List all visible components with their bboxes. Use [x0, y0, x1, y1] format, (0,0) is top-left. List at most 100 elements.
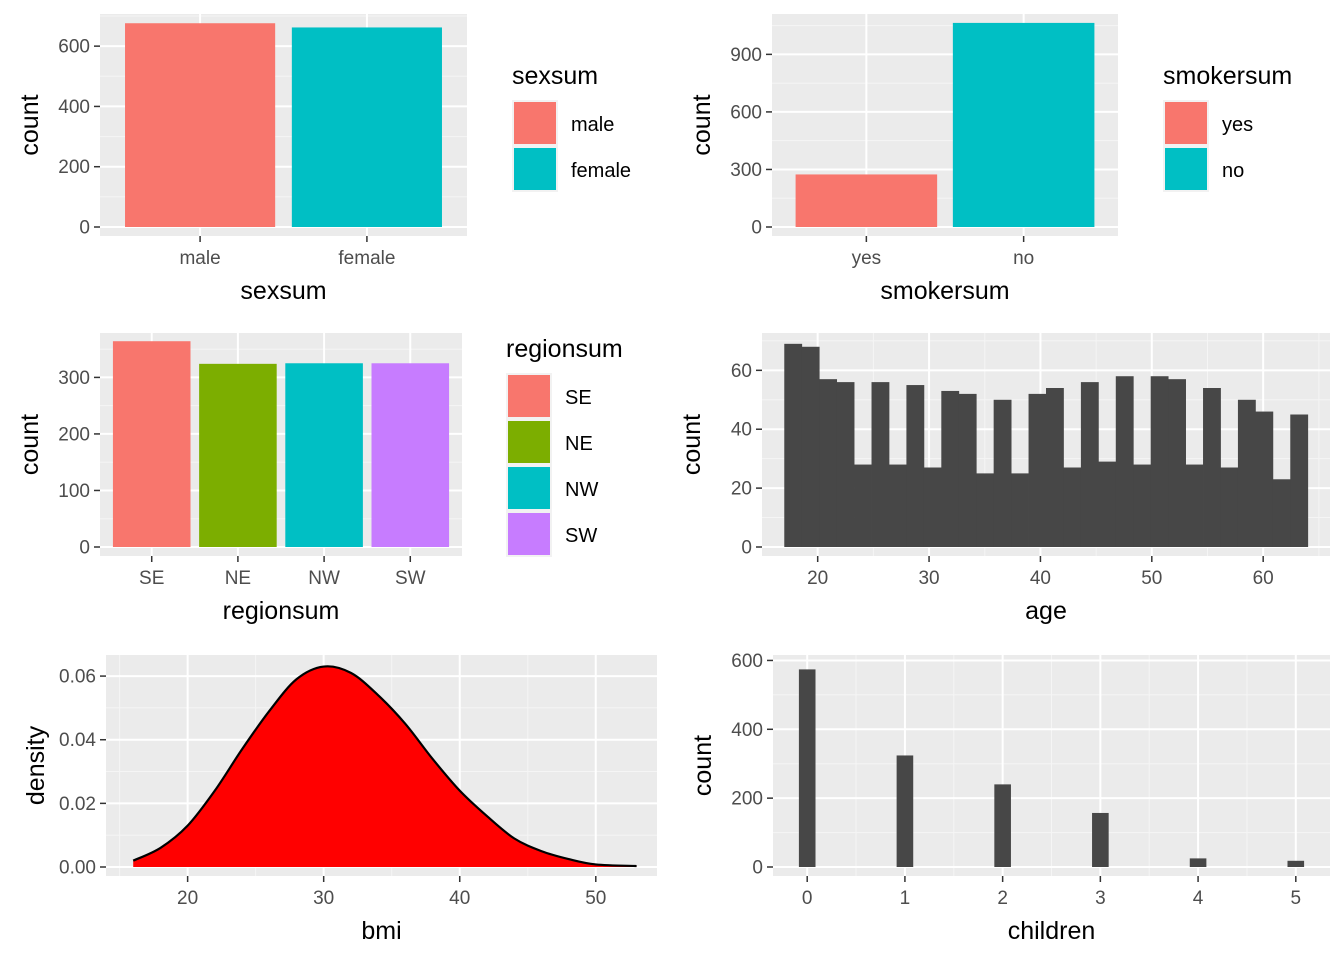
children-histogram-bar — [798, 669, 816, 867]
region-legend-label: SE — [565, 387, 592, 409]
region-y-tick-label: 100 — [58, 481, 90, 502]
sex-y-tick-label: 400 — [58, 97, 90, 118]
age-histogram-bar — [1028, 393, 1047, 547]
sex-x-tick-label: male — [179, 248, 220, 269]
age-y-tick-label: 40 — [731, 420, 752, 441]
age-histogram-bar — [1168, 379, 1186, 547]
children-y-axis-title: count — [689, 735, 717, 796]
smoker-legend-key-yes — [1165, 102, 1207, 144]
age-histogram-bar — [836, 382, 855, 547]
region-legend-title: regionsum — [506, 335, 623, 363]
sex-legend-title: sexsum — [512, 62, 598, 90]
age-x-tick-label: 30 — [918, 568, 939, 589]
children-x-tick-label: 3 — [1095, 888, 1106, 909]
age-histogram-bar — [993, 399, 1012, 547]
sex-y-tick-label: 600 — [58, 37, 90, 58]
region-legend-label: NW — [565, 479, 598, 501]
age-histogram-bar — [958, 393, 977, 547]
region-bar-NE — [199, 363, 277, 547]
age-histogram-bar — [976, 473, 995, 547]
sex-y-tick-label: 0 — [79, 218, 90, 239]
age-histogram-bar — [819, 379, 838, 547]
age-y-tick-label: 60 — [731, 361, 752, 382]
age-histogram-bar — [1011, 473, 1029, 547]
smoker-bar-no — [952, 22, 1095, 227]
smoker-legend-key-no — [1165, 148, 1207, 190]
age-chart: 0 20 40 60 20 30 40 50 60 age count — [678, 333, 1330, 625]
children-x-tick-label: 5 — [1291, 888, 1302, 909]
smoker-legend-label: yes — [1222, 114, 1253, 136]
region-y-axis-title: count — [16, 414, 44, 475]
region-legend-key-NW — [508, 467, 550, 509]
age-y-axis-title: count — [678, 414, 706, 475]
age-x-tick-label: 60 — [1253, 568, 1274, 589]
region-y-tick-label: 200 — [58, 424, 90, 445]
age-histogram-bar — [1098, 461, 1117, 547]
age-histogram-bar — [1150, 376, 1169, 547]
bmi-y-tick-label: 0.06 — [59, 667, 96, 688]
age-histogram-bar — [906, 385, 925, 547]
children-x-tick-label: 0 — [802, 888, 813, 909]
children-x-tick-label: 1 — [900, 888, 911, 909]
sex-legend-key-female — [514, 148, 556, 190]
region-legend-label: SW — [565, 525, 597, 547]
region-chart: 0 100 200 300 SE NE NW SW regionsum count regionsu… — [16, 333, 623, 625]
bmi-density-area — [133, 666, 637, 867]
region-bar-NW — [285, 363, 363, 547]
age-histogram-bar — [1080, 382, 1099, 547]
region-legend-key-SW — [508, 513, 550, 555]
age-histogram-bar — [888, 464, 907, 547]
region-legend-label: NE — [565, 433, 593, 455]
sex-x-axis-title: sexsum — [240, 277, 326, 305]
smoker-legend-title: smokersum — [1163, 62, 1292, 90]
bmi-y-axis-title: density — [22, 725, 50, 805]
smoker-bar-yes — [795, 174, 938, 227]
bmi-x-tick-label: 40 — [449, 888, 470, 909]
children-y-tick-label: 400 — [731, 720, 763, 741]
bmi-y-tick-label: 0.02 — [59, 794, 96, 815]
sex-legend-key-male — [514, 102, 556, 144]
bmi-y-tick-label: 0.04 — [59, 730, 96, 751]
smoker-y-tick-label: 300 — [730, 160, 762, 181]
smoker-x-axis-title: smokersum — [880, 277, 1009, 305]
age-histogram-bar — [871, 382, 890, 547]
sex-legend-label: male — [571, 114, 614, 136]
age-histogram-bar — [1290, 414, 1309, 547]
sex-bar-male — [125, 23, 276, 228]
age-x-tick-label: 40 — [1030, 568, 1051, 589]
sex-bar-female — [291, 27, 442, 228]
age-histogram-bar — [1272, 479, 1291, 547]
children-histogram-bar — [896, 755, 914, 867]
sex-legend-label: female — [571, 160, 631, 182]
age-histogram-bar — [784, 343, 803, 547]
age-histogram-bar — [923, 467, 942, 547]
children-y-tick-label: 600 — [731, 651, 763, 672]
age-histogram-bar — [1203, 388, 1221, 547]
region-x-tick-label: SE — [139, 568, 164, 589]
children-x-tick-label: 2 — [997, 888, 1008, 909]
children-x-axis-title: children — [1008, 917, 1096, 945]
age-histogram-bar — [1237, 399, 1256, 547]
region-x-axis-title: regionsum — [223, 597, 340, 625]
children-histogram-bar — [1092, 812, 1109, 867]
age-histogram-bar — [1255, 411, 1274, 547]
smoker-x-tick-label: yes — [852, 248, 882, 269]
age-histogram-bar — [1185, 464, 1204, 547]
smoker-y-tick-label: 600 — [730, 102, 762, 123]
age-y-tick-label: 0 — [741, 538, 752, 559]
age-histogram-bar — [1063, 467, 1082, 547]
children-y-tick-label: 0 — [752, 858, 763, 879]
smoker-x-tick-label: no — [1013, 248, 1034, 269]
region-legend-key-SE — [508, 375, 550, 417]
age-histogram-bar — [854, 464, 872, 547]
children-x-tick-label: 4 — [1193, 888, 1204, 909]
children-histogram-bar — [1189, 858, 1207, 867]
bmi-density-line — [132, 665, 637, 868]
smoker-y-axis-title: count — [688, 94, 716, 155]
bmi-x-tick-label: 50 — [585, 888, 606, 909]
sex-chart: 0 200 400 600 male female sexsum count sexsum mal… — [16, 14, 631, 305]
region-bar-SW — [371, 363, 450, 547]
bmi-y-tick-label: 0.00 — [59, 858, 96, 879]
